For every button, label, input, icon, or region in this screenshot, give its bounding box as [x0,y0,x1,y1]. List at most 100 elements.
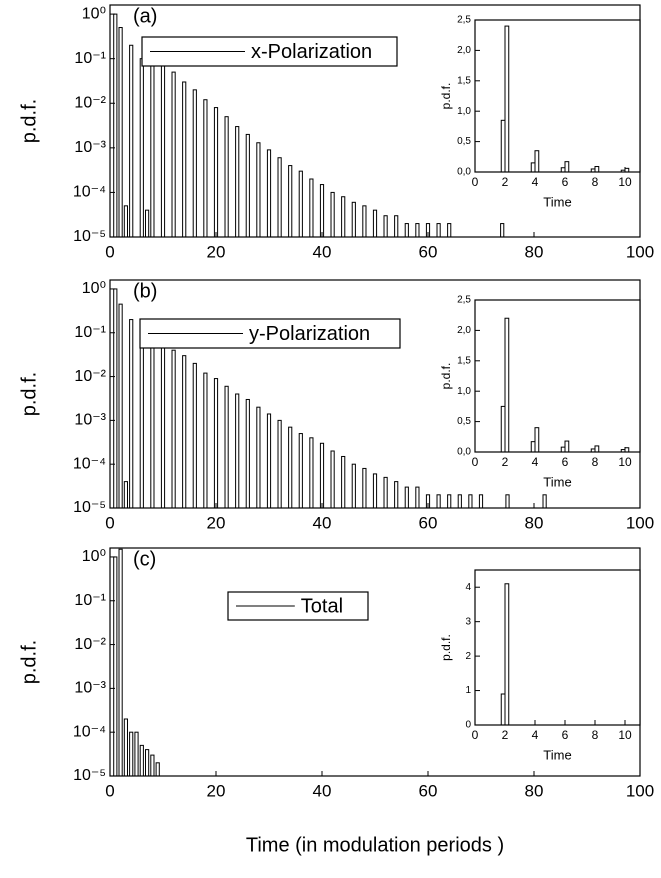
bar [213,378,219,508]
bar [564,440,570,452]
bar [118,27,123,237]
panel-label: (c) [133,548,156,570]
bar [118,548,123,776]
x-axis-label: Time [543,747,571,762]
y-tick-label: 10⁻⁵ [73,228,106,245]
x-tick-label: 60 [419,513,438,532]
bar [383,215,388,237]
y-tick-label: 2,5 [457,295,471,306]
bar [447,494,452,508]
plot-frame [474,299,641,453]
bar [113,13,118,237]
bar [134,731,139,776]
y-tick-label: 10⁻³ [74,680,106,697]
bar [394,481,399,508]
y-tick-label: 2,0 [457,45,471,56]
y-tick-label: 3 [465,616,471,627]
bar [224,116,229,237]
bar [330,191,335,237]
bar [235,393,240,508]
y-tick-label: 0,0 [457,167,471,178]
bar [542,494,547,508]
x-tick-label: 2 [502,175,509,189]
bar [383,476,388,508]
x-tick-label: 2 [502,455,509,469]
y-tick-label: 10⁰ [82,548,106,565]
bar [277,157,282,237]
bar [123,205,128,237]
x-tick-label: 6 [562,728,569,742]
y-tick-label: 10⁻³ [74,139,106,156]
bar [155,762,160,776]
y-tick-label: 10⁻⁴ [73,184,106,201]
x-tick-label: 40 [313,242,332,261]
x-axis-label: Time (in modulation periods ) [246,834,504,856]
bar [245,398,250,508]
bar [129,44,134,237]
bar [468,494,473,508]
x-tick-label: 80 [525,513,544,532]
bar [256,142,261,237]
bar [505,494,510,508]
bar [288,165,293,237]
y-tick-label: 4 [465,582,471,593]
y-axis-label: p.d.f. [18,640,40,684]
bar [288,426,293,508]
bar [160,65,166,237]
plot-frame [474,19,641,173]
bar [341,455,346,508]
bar [415,223,420,237]
y-tick-label: 1,5 [457,355,471,366]
bar [298,170,303,237]
y-tick-label: 10⁻² [74,636,106,653]
panel-label: (a) [133,5,157,27]
legend-label: Total [301,595,343,617]
bar [171,71,176,237]
bar [394,215,399,237]
bar [309,178,314,237]
x-tick-label: 100 [626,781,654,800]
x-axis-label: Time [543,474,571,489]
bar [436,223,441,237]
x-tick-label: 40 [313,781,332,800]
y-axis-label: p.d.f. [439,363,453,390]
y-tick-label: 0,5 [457,416,471,427]
y-tick-label: 10⁻⁴ [73,455,106,472]
bar [139,58,144,237]
x-tick-label: 60 [419,781,438,800]
y-tick-label: 1,0 [457,106,471,117]
y-tick-label: 10⁰ [82,5,106,22]
bar [447,223,452,237]
bar [534,150,540,172]
bar [478,494,484,508]
bar [129,319,134,508]
bar [182,355,187,508]
y-axis-label: p.d.f. [439,83,453,110]
inset-bg [475,20,640,172]
bar [118,303,123,508]
x-tick-label: 6 [562,175,569,189]
y-axis-label: p.d.f. [18,99,40,143]
bar [266,413,272,508]
y-tick-label: 0,0 [457,447,471,458]
x-tick-label: 4 [532,455,539,469]
bar [139,744,144,776]
bar [182,81,187,237]
x-tick-label: 80 [525,242,544,261]
plot-frame [474,569,641,726]
x-axis-label: Time [543,194,571,209]
bar [192,89,197,237]
bar [319,184,325,237]
y-tick-label: 1 [465,685,471,696]
bar [351,463,356,508]
x-tick-label: 80 [525,781,544,800]
x-tick-label: 0 [472,175,479,189]
y-tick-label: 1,0 [457,386,471,397]
bar [457,494,462,508]
bar [145,209,150,237]
x-tick-label: 0 [472,728,479,742]
x-tick-label: 10 [618,175,632,189]
y-tick-label: 2,0 [457,325,471,336]
y-tick-label: 10⁻³ [74,412,106,429]
